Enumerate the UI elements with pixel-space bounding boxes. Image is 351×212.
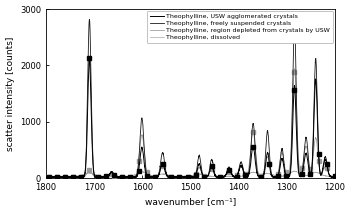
Theophylline, freely suspended crystals bbox=[333, 175, 337, 178]
Y-axis label: scatter intensity [counts]: scatter intensity [counts] bbox=[6, 36, 14, 151]
Theophylline, region depleted from crystals by USW bbox=[300, 168, 304, 171]
Theophylline, dissolved bbox=[210, 175, 214, 178]
Theophylline, region depleted from crystals by USW bbox=[210, 168, 214, 171]
Theophylline, region depleted from crystals by USW bbox=[333, 176, 337, 178]
Theophylline, USW agglomerated crystals bbox=[210, 165, 214, 167]
Theophylline, dissolved bbox=[49, 175, 54, 177]
Theophylline, freely suspended crystals bbox=[49, 175, 54, 178]
Theophylline, region depleted from crystals by USW bbox=[81, 176, 85, 178]
X-axis label: wavenumber [cm⁻¹]: wavenumber [cm⁻¹] bbox=[145, 197, 236, 206]
Theophylline, USW agglomerated crystals bbox=[222, 175, 226, 178]
Theophylline, freely suspended crystals bbox=[129, 176, 133, 179]
Theophylline, region depleted from crystals by USW bbox=[65, 176, 69, 179]
Theophylline, dissolved bbox=[81, 174, 85, 177]
Theophylline, dissolved bbox=[113, 176, 117, 178]
Theophylline, USW agglomerated crystals bbox=[44, 176, 48, 178]
Line: Theophylline, dissolved: Theophylline, dissolved bbox=[46, 171, 335, 177]
Line: Theophylline, USW agglomerated crystals: Theophylline, USW agglomerated crystals bbox=[46, 58, 335, 178]
Theophylline, freely suspended crystals bbox=[87, 18, 92, 21]
Theophylline, freely suspended crystals bbox=[44, 176, 48, 178]
Theophylline, USW agglomerated crystals bbox=[87, 57, 92, 59]
Theophylline, USW agglomerated crystals bbox=[81, 176, 85, 178]
Theophylline, USW agglomerated crystals bbox=[191, 176, 196, 179]
Theophylline, USW agglomerated crystals bbox=[300, 173, 304, 176]
Theophylline, region depleted from crystals by USW bbox=[222, 175, 226, 178]
Theophylline, freely suspended crystals bbox=[222, 175, 226, 178]
Theophylline, USW agglomerated crystals bbox=[283, 171, 287, 174]
Theophylline, freely suspended crystals bbox=[300, 172, 304, 174]
Theophylline, USW agglomerated crystals bbox=[49, 176, 54, 178]
Theophylline, freely suspended crystals bbox=[283, 169, 287, 172]
Theophylline, dissolved bbox=[222, 175, 226, 178]
Theophylline, region depleted from crystals by USW bbox=[49, 176, 54, 179]
Theophylline, dissolved bbox=[292, 170, 296, 172]
Line: Theophylline, freely suspended crystals: Theophylline, freely suspended crystals bbox=[46, 19, 335, 178]
Theophylline, freely suspended crystals bbox=[81, 176, 85, 178]
Line: Theophylline, region depleted from crystals by USW: Theophylline, region depleted from cryst… bbox=[46, 69, 335, 178]
Legend: Theophylline, USW agglomerated crystals, Theophylline, freely suspended crystals: Theophylline, USW agglomerated crystals,… bbox=[147, 11, 333, 43]
Theophylline, region depleted from crystals by USW bbox=[292, 67, 297, 70]
Theophylline, region depleted from crystals by USW bbox=[44, 176, 48, 178]
Theophylline, dissolved bbox=[283, 174, 287, 177]
Theophylline, freely suspended crystals bbox=[210, 158, 214, 161]
Theophylline, region depleted from crystals by USW bbox=[283, 165, 287, 168]
Theophylline, dissolved bbox=[300, 173, 304, 176]
Theophylline, dissolved bbox=[44, 175, 48, 178]
Theophylline, USW agglomerated crystals bbox=[333, 175, 337, 178]
Theophylline, dissolved bbox=[333, 175, 337, 177]
